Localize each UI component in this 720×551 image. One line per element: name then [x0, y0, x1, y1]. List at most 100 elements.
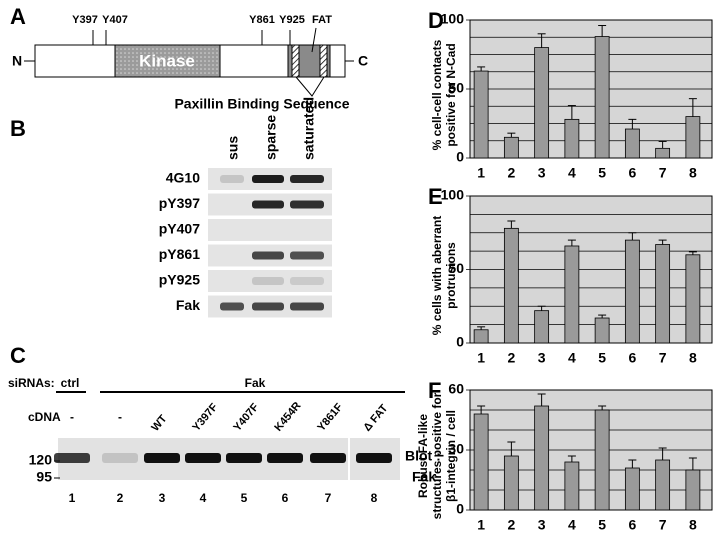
blot-band [220, 302, 244, 311]
n-terminus: N [12, 53, 22, 69]
panel-label: A [10, 4, 26, 29]
bar [594, 409, 610, 511]
bar [624, 128, 640, 159]
blot-band [102, 453, 138, 463]
bar [594, 36, 610, 159]
row-label: pY407 [159, 221, 200, 237]
blot-band [290, 302, 324, 311]
y-axis-label: % cell-cell contacts [430, 39, 444, 150]
row-label: 4G10 [166, 170, 200, 186]
kinase-domain [114, 44, 221, 78]
kinase-label: Kinase [139, 51, 195, 70]
panel-label: E [428, 184, 443, 209]
blot-band [252, 277, 284, 285]
bar [655, 147, 671, 159]
fat-pointer [311, 27, 317, 53]
lane-number: 3 [159, 491, 166, 505]
y-tick-label: 0 [456, 501, 464, 517]
lane-number: 5 [241, 491, 248, 505]
blot-band [290, 200, 324, 209]
x-tick-label: 3 [538, 165, 546, 181]
x-tick-label: 6 [628, 350, 636, 366]
blot-band [252, 251, 284, 260]
x-tick-label: 2 [507, 350, 515, 366]
y-axis-label: structures positive for [430, 392, 444, 519]
cdna-item: Y861F [315, 401, 345, 434]
x-tick-label: 7 [659, 517, 667, 533]
blot-strip [208, 219, 332, 241]
bar [564, 245, 580, 344]
bar [564, 461, 580, 511]
row-label: pY861 [159, 246, 200, 262]
cdna-item: K454R [272, 400, 303, 434]
column-label: sparse [263, 115, 279, 160]
site-label: Y925 [279, 14, 305, 26]
blot-band [252, 175, 284, 183]
panel-c: C siRNAs: ctrl Fak cDNA 120 95 Blot : Fa… [8, 343, 441, 505]
column-label: sus [225, 136, 241, 160]
cdna-item: Y397F [190, 401, 220, 434]
bar [685, 254, 701, 344]
panel-label: F [428, 378, 441, 403]
sirna-group: ctrl [61, 376, 80, 390]
cdna-item: - [118, 410, 122, 424]
x-tick-label: 6 [628, 517, 636, 533]
bar [624, 467, 640, 511]
blot-strip [208, 270, 332, 292]
y-tick-label: 0 [456, 334, 464, 350]
bar [473, 70, 489, 159]
x-tick-label: 2 [507, 165, 515, 181]
y-axis-label: Robust FA-like [416, 414, 430, 498]
blot-target: Fak [412, 469, 436, 485]
cdna-item: WT [149, 413, 169, 434]
blot-band [290, 175, 324, 183]
site-label: Y407 [102, 14, 128, 26]
x-tick-label: 4 [568, 350, 576, 366]
lane-number: 4 [200, 491, 207, 505]
x-tick-label: 6 [628, 165, 636, 181]
fat-label: FAT [312, 14, 332, 26]
site-label: Y861 [249, 14, 275, 26]
panel-a: A N C Kinase Y397 Y407 Y861 Y925 FAT Pax… [10, 4, 368, 112]
blot-band [226, 453, 262, 463]
x-tick-label: 7 [659, 165, 667, 181]
paxillin-site [319, 44, 328, 78]
blot-band [290, 277, 324, 285]
x-tick-label: 1 [477, 350, 485, 366]
cdna-label: cDNA [28, 410, 61, 424]
bar [503, 455, 519, 511]
x-tick-label: 8 [689, 165, 697, 181]
x-tick-label: 4 [568, 517, 576, 533]
row-label: Fak [176, 297, 200, 313]
paxillin-label: Paxillin Binding Sequence [174, 96, 349, 112]
x-tick-label: 7 [659, 350, 667, 366]
panel-label: D [428, 8, 444, 33]
sirna-label: siRNAs: [8, 376, 55, 390]
x-tick-label: 1 [477, 517, 485, 533]
x-tick-label: 5 [598, 165, 606, 181]
y-axis-label: β1-integrin / cell [444, 410, 458, 502]
cdna-item: Δ FAT [361, 402, 390, 434]
y-tick-label: 60 [448, 381, 464, 397]
bar [624, 239, 640, 344]
panel-label: C [10, 343, 26, 368]
blot-band [252, 200, 284, 209]
bar [473, 413, 489, 511]
bar [473, 329, 489, 344]
y-axis-label: % cells with aberrant [430, 216, 444, 335]
x-tick-label: 8 [689, 517, 697, 533]
c-terminus: C [358, 53, 368, 69]
x-tick-label: 5 [598, 350, 606, 366]
x-tick-label: 8 [689, 350, 697, 366]
blot-band [54, 453, 90, 463]
lane-number: 6 [282, 491, 289, 505]
lane-number: 1 [69, 491, 76, 505]
y-axis-label: protrusions [444, 242, 458, 309]
paxillin-pointer [295, 76, 325, 97]
panel-label: B [10, 116, 26, 141]
bar [685, 116, 701, 159]
y-tick-label: 50 [448, 260, 464, 276]
bar [534, 47, 550, 159]
